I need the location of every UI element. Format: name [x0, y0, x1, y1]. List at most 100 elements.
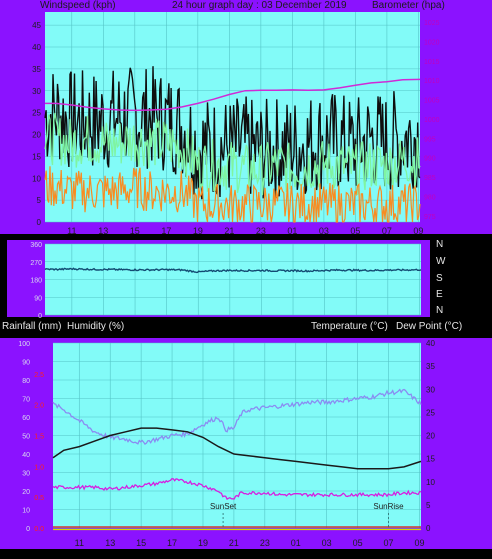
humidity-y-tick-label: 100	[18, 341, 30, 348]
baro-y-tick-label: 1000	[424, 117, 440, 124]
barometer-header: Barometer (hpa)	[372, 0, 445, 11]
bottom-header-strip	[0, 318, 492, 338]
rainfall-y-tick-label: 1.5	[34, 434, 44, 441]
wind-average-series	[44, 112, 421, 196]
wind-y-tick-label: 30	[32, 87, 41, 96]
direction-y-tick-label: 180	[30, 278, 42, 285]
temp-x-tick-label: 05	[353, 538, 363, 548]
wind-x-tick-label: 23	[256, 226, 266, 236]
wind-y-tick-label: 45	[32, 21, 41, 30]
temperature-y-tick-label: 15	[426, 455, 435, 464]
temperature-y-tick-label: 20	[426, 432, 435, 441]
compass-label-e: E	[436, 289, 443, 300]
wind-x-tick-label: 19	[193, 226, 203, 236]
wind-y-tick-label: 35	[32, 65, 41, 74]
windspeed-header: Windspeed (kph)	[40, 0, 116, 11]
temp-x-tick-label: 19	[198, 538, 208, 548]
direction-y-tick-label: 90	[34, 295, 42, 302]
direction-y-tick-label: 270	[30, 260, 42, 267]
wind-y-tick-label: 5	[37, 196, 42, 205]
wind-y-tick-label: 25	[32, 109, 41, 118]
sunset-label: SunSet	[210, 502, 237, 511]
compass-label-n-bottom: N	[436, 305, 444, 316]
rainfall-label: Rainfall (mm)	[2, 321, 62, 332]
temperature-y-tick-label: 10	[426, 478, 435, 487]
wind-x-tick-label: 07	[382, 226, 392, 236]
baro-y-tick-label: 1025	[424, 20, 440, 27]
temp-x-tick-label: 01	[291, 538, 301, 548]
rainfall-y-tick-label: 2.5	[34, 372, 44, 379]
humidity-y-tick-label: 10	[22, 508, 30, 515]
wind-y-tick-label: 40	[32, 43, 41, 52]
wind-x-tick-label: 17	[161, 226, 171, 236]
wind-gust-series	[44, 66, 421, 200]
temp-x-tick-label: 11	[75, 538, 84, 548]
temperature-label: Temperature (°C)	[311, 321, 388, 332]
direction-y-tick-label: 360	[30, 242, 42, 249]
wind-min-series	[44, 166, 421, 223]
baro-y-tick-label: 1005	[424, 98, 440, 105]
temperature-y-tick-label: 0	[426, 524, 431, 533]
baro-y-tick-label: 975	[424, 214, 436, 221]
baro-y-tick-label: 1010	[424, 78, 440, 85]
wind-x-tick-label: 09	[413, 226, 423, 236]
temp-x-tick-label: 13	[105, 538, 115, 548]
wind-x-tick-label: 13	[98, 226, 108, 236]
dewpoint-series	[52, 478, 422, 501]
rainfall-y-tick-label: 1.0	[34, 464, 44, 471]
wind-x-tick-label: 01	[287, 226, 297, 236]
compass-label-n-top: N	[436, 239, 444, 250]
rainfall-y-tick-label: 0.5	[34, 495, 44, 502]
baro-y-tick-label: 1020	[424, 39, 440, 46]
rainfall-y-tick-label: 2.0	[34, 403, 44, 410]
wind-x-tick-label: 21	[224, 226, 234, 236]
temperature-y-tick-label: 35	[426, 362, 435, 371]
wind-x-tick-label: 05	[350, 226, 360, 236]
temp-x-tick-label: 03	[322, 538, 332, 548]
temperature-y-tick-label: 25	[426, 408, 435, 417]
temp-x-tick-label: 21	[229, 538, 239, 548]
wind-y-tick-label: 10	[32, 174, 41, 183]
wind-direction-series	[44, 267, 422, 274]
temp-x-tick-label: 09	[414, 538, 424, 548]
baro-y-tick-label: 995	[424, 136, 436, 143]
graph-date-header: 24 hour graph day : 03 December 2019	[172, 0, 347, 11]
wind-y-tick-label: 0	[37, 218, 42, 227]
temp-x-tick-label: 15	[136, 538, 146, 548]
humidity-y-tick-label: 40	[22, 452, 30, 459]
temp-x-tick-label: 07	[384, 538, 394, 548]
humidity-y-tick-label: 0	[26, 526, 30, 533]
temperature-y-tick-label: 5	[426, 501, 431, 510]
baro-y-tick-label: 990	[424, 156, 436, 163]
bottom-edge-strip	[0, 549, 492, 554]
humidity-y-tick-label: 80	[22, 378, 30, 385]
temp-x-tick-label: 17	[167, 538, 177, 548]
temperature-y-tick-label: 40	[426, 339, 435, 348]
humidity-y-tick-label: 50	[22, 434, 30, 441]
humidity-series	[52, 388, 422, 445]
direction-y-tick-label: 0	[38, 313, 42, 320]
wind-x-tick-label: 15	[130, 226, 140, 236]
baro-y-tick-label: 980	[424, 194, 436, 201]
humidity-label: Humidity (%)	[67, 321, 125, 332]
wind-x-tick-label: 11	[67, 226, 76, 236]
compass-label-w: W	[436, 256, 446, 267]
humidity-y-tick-label: 90	[22, 360, 30, 367]
wind-x-tick-label: 03	[319, 226, 329, 236]
humidity-y-tick-label: 70	[22, 397, 30, 404]
dewpoint-label: Dew Point (°C)	[396, 321, 463, 332]
wind-y-tick-label: 15	[32, 152, 41, 161]
temp-x-tick-label: 23	[260, 538, 270, 548]
humidity-y-tick-label: 20	[22, 489, 30, 496]
humidity-y-tick-label: 60	[22, 415, 30, 422]
wind-y-tick-label: 20	[32, 131, 41, 140]
temperature-series	[52, 427, 422, 470]
compass-label-s: S	[436, 273, 443, 284]
baro-y-tick-label: 985	[424, 175, 436, 182]
baro-y-tick-label: 1015	[424, 59, 440, 66]
rainfall-y-tick-label: 0.0	[34, 526, 44, 533]
sunrise-label: SunRise	[373, 502, 404, 511]
barometer-series	[45, 78, 421, 112]
